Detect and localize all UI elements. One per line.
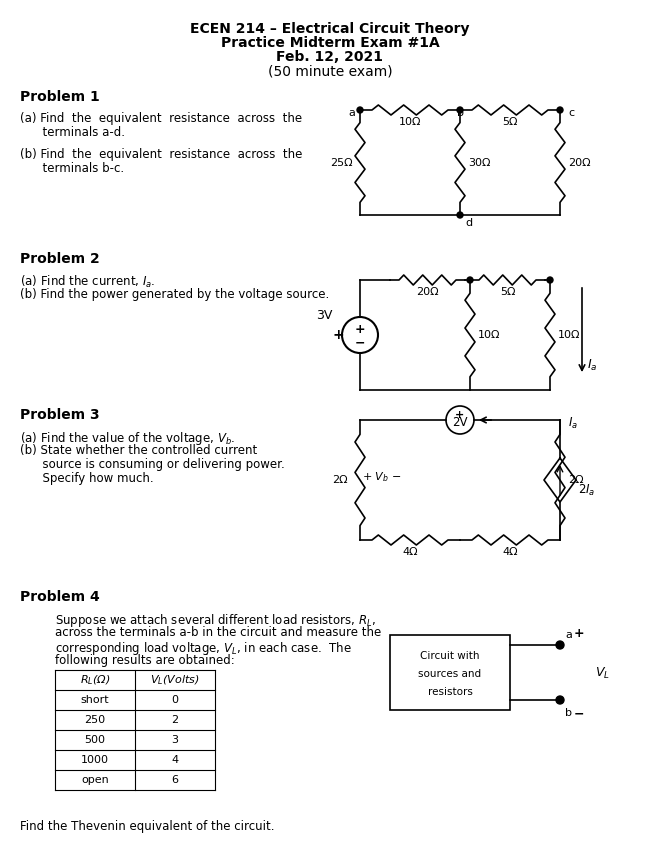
Circle shape [457, 107, 463, 113]
Text: Find the Thevenin equivalent of the circuit.: Find the Thevenin equivalent of the circ… [20, 820, 274, 833]
Text: 2: 2 [171, 715, 178, 725]
Circle shape [557, 107, 563, 113]
Text: d: d [465, 218, 472, 228]
Text: +: + [455, 410, 465, 420]
Text: open: open [81, 775, 109, 785]
Text: 20Ω: 20Ω [568, 158, 591, 168]
Text: $V_L$: $V_L$ [595, 665, 610, 681]
Circle shape [556, 696, 564, 704]
Text: ECEN 214 – Electrical Circuit Theory: ECEN 214 – Electrical Circuit Theory [190, 22, 470, 36]
Text: Problem 3: Problem 3 [20, 408, 100, 422]
Text: b: b [457, 108, 463, 118]
Text: Feb. 12, 2021: Feb. 12, 2021 [276, 50, 383, 64]
Text: sources and: sources and [418, 669, 482, 679]
Text: −: − [574, 708, 584, 721]
Text: 20Ω: 20Ω [416, 287, 439, 297]
Text: 30Ω: 30Ω [468, 158, 490, 168]
Text: corresponding load voltage, $V_L$, in each case.  The: corresponding load voltage, $V_L$, in ea… [55, 640, 352, 657]
Circle shape [556, 641, 564, 649]
Text: (b) State whether the controlled current: (b) State whether the controlled current [20, 444, 257, 457]
Text: Problem 1: Problem 1 [20, 90, 100, 104]
Text: +: + [574, 627, 584, 640]
Text: 500: 500 [85, 735, 106, 745]
Text: Practice Midterm Exam #1A: Practice Midterm Exam #1A [221, 36, 440, 50]
Text: Circuit with: Circuit with [420, 651, 480, 661]
Text: resistors: resistors [428, 687, 473, 697]
Text: 0: 0 [171, 695, 178, 705]
Text: $V_L$(Volts): $V_L$(Volts) [150, 673, 200, 687]
Text: 2Ω: 2Ω [332, 475, 348, 485]
Text: across the terminals a-b in the circuit and measure the: across the terminals a-b in the circuit … [55, 626, 381, 639]
Text: (a) Find the current, $I_a$.: (a) Find the current, $I_a$. [20, 274, 155, 290]
Text: $I_a$: $I_a$ [587, 358, 598, 372]
Text: following results are obtained:: following results are obtained: [55, 654, 235, 667]
Text: 5Ω: 5Ω [502, 117, 518, 127]
Text: $2I_a$: $2I_a$ [578, 483, 596, 497]
Text: 250: 250 [85, 715, 106, 725]
Circle shape [457, 212, 463, 218]
Text: 10Ω: 10Ω [558, 330, 580, 340]
Circle shape [547, 277, 553, 283]
Text: +: + [355, 323, 366, 336]
Text: 6: 6 [171, 775, 178, 785]
Text: (50 minute exam): (50 minute exam) [268, 64, 393, 78]
Text: Problem 4: Problem 4 [20, 590, 100, 604]
Text: 2Ω: 2Ω [568, 475, 584, 485]
Text: (a) Find the value of the voltage, $V_b$.: (a) Find the value of the voltage, $V_b$… [20, 430, 235, 447]
Text: a: a [348, 108, 355, 118]
Text: c: c [568, 108, 574, 118]
Text: 3V: 3V [315, 308, 332, 322]
Text: Problem 2: Problem 2 [20, 252, 100, 266]
Text: 4Ω: 4Ω [402, 547, 418, 557]
Text: 4Ω: 4Ω [502, 547, 518, 557]
Text: 10Ω: 10Ω [478, 330, 500, 340]
Text: (a) Find  the  equivalent  resistance  across  the: (a) Find the equivalent resistance acros… [20, 112, 302, 125]
Text: + $V_b$ −: + $V_b$ − [362, 470, 401, 484]
Text: 25Ω: 25Ω [330, 158, 352, 168]
Text: $I_a$: $I_a$ [568, 416, 578, 431]
Text: 3: 3 [171, 735, 178, 745]
Text: 1000: 1000 [81, 755, 109, 765]
Text: source is consuming or delivering power.: source is consuming or delivering power. [20, 458, 285, 471]
Bar [390, 635, 510, 710]
Text: 2V: 2V [452, 416, 468, 429]
Text: 10Ω: 10Ω [399, 117, 421, 127]
Circle shape [357, 107, 363, 113]
Text: Suppose we attach several different load resistors, $R_L$,: Suppose we attach several different load… [55, 612, 376, 629]
Text: (b) Find  the  equivalent  resistance  across  the: (b) Find the equivalent resistance acros… [20, 148, 302, 161]
Text: terminals b-c.: terminals b-c. [20, 162, 124, 175]
Text: b: b [565, 708, 572, 718]
Text: (b) Find the power generated by the voltage source.: (b) Find the power generated by the volt… [20, 288, 329, 301]
Text: a: a [565, 630, 572, 640]
Text: −: − [355, 336, 366, 349]
Text: +: + [332, 328, 344, 342]
Text: 4: 4 [171, 755, 178, 765]
Circle shape [467, 277, 473, 283]
Text: short: short [81, 695, 109, 705]
Text: 5Ω: 5Ω [500, 287, 516, 297]
Text: terminals a-d.: terminals a-d. [20, 126, 125, 139]
Text: Specify how much.: Specify how much. [20, 472, 153, 485]
Text: $R_L$(Ω): $R_L$(Ω) [80, 673, 110, 687]
